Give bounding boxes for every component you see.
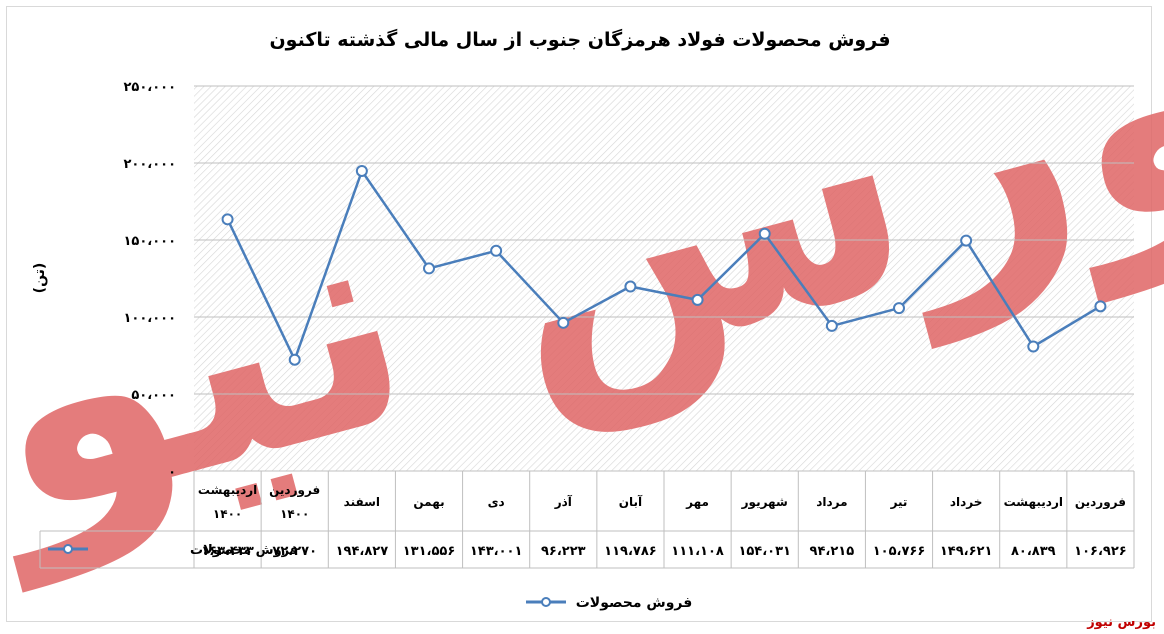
series-line — [226, 169, 1102, 361]
y-tick-label: ۲۰۰،۰۰۰ — [123, 157, 176, 172]
data-point — [893, 302, 905, 315]
data-point — [960, 234, 973, 247]
category-label: آبان — [619, 494, 643, 509]
source-label: بورس نیوز — [1087, 615, 1156, 630]
data-label: ۱۱۱،۱۰۸ — [671, 544, 724, 559]
y-tick-label: ۲۵۰،۰۰۰ — [123, 80, 176, 95]
data-point — [288, 353, 301, 366]
y-tick-label: ۱۵۰،۰۰۰ — [123, 234, 176, 249]
y-axis-label: (تن) — [32, 263, 48, 294]
data-point — [221, 213, 234, 226]
data-point — [423, 262, 435, 275]
category-label: فروردین — [1075, 495, 1126, 510]
data-label: ۹۶،۲۲۳ — [541, 544, 586, 559]
data-point — [758, 227, 771, 240]
data-point — [490, 244, 503, 257]
category-label: خرداد — [950, 495, 983, 509]
data-point — [691, 293, 704, 306]
category-label: اسفند — [344, 495, 380, 509]
category-label: مهر — [685, 495, 709, 509]
category-label: اردیبهشت — [198, 483, 257, 497]
data-label: ۱۴۳،۰۰۱ — [470, 544, 523, 559]
legend-label: فروش محصولات — [576, 595, 693, 611]
y-tick-label: ۱۰۰،۰۰۰ — [123, 311, 176, 326]
chart-title: فروش محصولات فولاد هرمزگان جنوب از سال م… — [269, 28, 890, 51]
data-label: ۱۹۴،۸۲۷ — [336, 544, 389, 559]
series-line-group — [226, 169, 1102, 361]
y-tick-label: ۰ — [168, 465, 176, 480]
category-label-year: ۱۴۰۰ — [213, 507, 242, 521]
category-label: تیر — [890, 495, 908, 509]
plot-area — [194, 86, 1134, 471]
category-label: دی — [488, 495, 505, 509]
data-label: ۷۲،۲۷۰ — [272, 544, 317, 559]
chart-frame — [6, 6, 1152, 622]
category-label: شهریور — [741, 495, 788, 510]
data-label: ۱۰۶،۹۲۶ — [1074, 544, 1127, 559]
data-point — [1027, 340, 1040, 353]
data-point — [624, 280, 637, 293]
data-table: فروردین اردیبهشت خرداد تیر مرداد شهریور مهر آبا… — [39, 470, 1135, 569]
series-points — [221, 164, 1107, 366]
data-point — [825, 319, 838, 332]
data-label: ۱۶۳،۴۳۳ — [201, 544, 254, 559]
category-label: اردیبهشت — [1004, 495, 1063, 509]
category-label-year: ۱۴۰۰ — [280, 507, 309, 521]
data-point — [1094, 300, 1107, 313]
data-label: ۱۱۹،۷۸۶ — [604, 544, 657, 559]
data-label: ۱۵۴،۰۳۱ — [738, 544, 791, 559]
y-tick-label: ۵۰،۰۰۰ — [131, 388, 176, 403]
category-label: آذر — [554, 494, 573, 509]
plot-background — [194, 86, 1134, 471]
category-label: بهمن — [413, 495, 444, 509]
data-label: ۱۳۱،۵۵۶ — [403, 544, 456, 559]
data-point — [355, 164, 368, 177]
data-label: ۸۰،۸۳۹ — [1011, 544, 1056, 559]
data-point — [557, 316, 570, 329]
data-label: ۱۴۹،۶۲۱ — [940, 544, 993, 559]
legend: فروش محصولات — [526, 595, 692, 611]
y-axis: ۰ ۵۰،۰۰۰ ۱۰۰،۰۰۰ ۱۵۰،۰۰۰ ۲۰۰،۰۰۰ ۲۵۰،۰۰۰ — [123, 80, 176, 480]
data-label: ۹۴،۲۱۵ — [810, 544, 855, 559]
category-label: مرداد — [816, 495, 847, 509]
legend-marker — [541, 597, 551, 607]
data-label: ۱۰۵،۷۶۶ — [873, 544, 926, 559]
row-legend-marker — [63, 544, 73, 554]
row-header-label: فروش محصولات — [190, 543, 298, 558]
category-label: فروردین — [269, 483, 320, 498]
